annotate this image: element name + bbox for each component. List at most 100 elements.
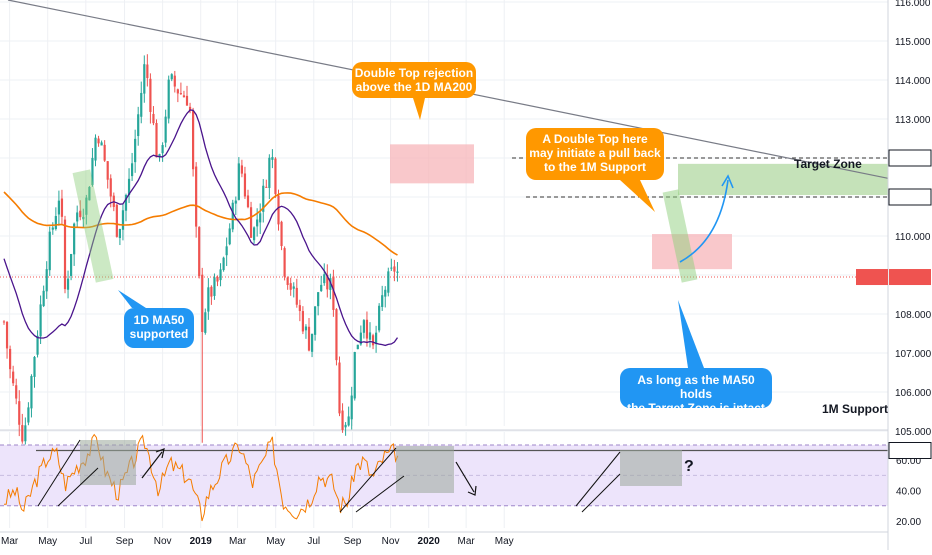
callout-ma50-supported: 1D MA50 supported — [124, 308, 194, 348]
rsi-channel-line — [581, 473, 621, 513]
candle-body — [63, 219, 67, 290]
candle-body — [164, 116, 167, 143]
rsi-tick-label: 60.00 — [896, 456, 921, 467]
price-tick-label: 116.000 — [895, 0, 931, 9]
candle-body — [326, 274, 329, 290]
candle-body — [39, 304, 42, 337]
grid — [0, 0, 888, 528]
target-arrow — [679, 179, 729, 263]
callout-line-2: above the 1D MA200 — [355, 80, 473, 94]
time-tick-label: Mar — [458, 536, 476, 547]
ma50-support-box-2 — [662, 189, 698, 283]
candle-body — [45, 269, 48, 292]
candle-body — [146, 64, 149, 79]
price-tick-label: 106.000 — [895, 388, 932, 399]
time-tick-label: Nov — [382, 536, 400, 547]
candle-body — [210, 286, 213, 297]
candle-body — [109, 178, 112, 197]
candle-body — [82, 216, 85, 220]
candle-body — [295, 287, 298, 305]
time-tick-label: May — [38, 536, 57, 547]
candle-body — [60, 198, 64, 217]
candle-body — [301, 311, 304, 332]
candle-body — [121, 210, 125, 230]
candle-body — [338, 362, 341, 414]
candle-body — [280, 221, 283, 247]
rsi-question-mark: ? — [684, 458, 694, 475]
candle-body — [243, 173, 247, 197]
candle-body — [375, 332, 378, 344]
candle-body — [371, 335, 375, 346]
time-tick-label: 2019 — [190, 536, 213, 547]
candle-body — [323, 274, 326, 284]
rsi-channel-line — [339, 447, 397, 513]
candle-body — [161, 145, 164, 154]
candle-body — [277, 195, 280, 225]
candle-body — [127, 178, 131, 196]
candle-body — [246, 195, 250, 208]
candle-body — [73, 223, 76, 255]
candle-body — [286, 277, 289, 285]
candle-body — [198, 227, 201, 277]
price-tick-label: 108.000 — [895, 310, 932, 321]
candle-body — [12, 371, 15, 384]
candle-body — [76, 212, 79, 222]
candle-body — [176, 89, 179, 94]
callout-line-1: A Double Top here — [542, 132, 648, 146]
candle-body — [231, 202, 234, 230]
time-tick-label: Mar — [1, 536, 19, 547]
candle-body — [79, 210, 82, 218]
rsi-arrow-down-head — [467, 485, 477, 496]
candle-body — [320, 284, 323, 291]
rsi-line — [4, 433, 399, 522]
candle-body — [192, 110, 195, 170]
candle-body — [268, 157, 271, 188]
candle-body — [341, 410, 344, 430]
candle-body — [228, 228, 231, 245]
candle-body — [94, 137, 97, 161]
candle-body — [66, 278, 70, 290]
candle-body — [9, 348, 12, 370]
candle-body — [390, 267, 393, 269]
time-tick-label: Sep — [116, 536, 134, 547]
candle-body — [310, 333, 314, 352]
candle-body — [204, 312, 207, 333]
candle-body — [274, 158, 277, 195]
candle-body — [21, 425, 24, 442]
candle-body — [356, 344, 359, 350]
candle-body — [30, 376, 33, 409]
candle-body — [314, 306, 317, 335]
candle-body — [347, 416, 350, 426]
price-tick-label: 115.000 — [895, 37, 931, 48]
candle-body — [179, 93, 182, 95]
candle-body — [42, 290, 45, 307]
callout-line-2: supported — [129, 327, 189, 341]
rsi-consolidation-box — [80, 440, 136, 485]
candle-body — [365, 319, 369, 339]
callout-ma50-holds: As long as the MA50 holds the Target Zon… — [620, 368, 772, 415]
candle-body — [317, 292, 320, 307]
candle-body — [307, 326, 311, 351]
candle-body — [222, 257, 225, 271]
callout-pointer-1 — [413, 98, 425, 120]
candle-body — [304, 326, 308, 331]
candle-body — [237, 163, 240, 200]
support-label: 1M Support — [822, 402, 888, 416]
rsi-channel-line — [575, 451, 621, 507]
candle-body — [262, 185, 265, 212]
rsi-consolidation-box — [620, 450, 682, 486]
candle-body — [15, 385, 18, 399]
candle-body — [292, 286, 295, 289]
candle-body — [24, 425, 27, 442]
candle-body — [396, 271, 399, 273]
candle-body — [57, 200, 60, 215]
candle-body — [381, 295, 384, 307]
candle-body — [201, 274, 204, 333]
target-arrowhead — [721, 174, 734, 189]
callout-pointer-2 — [620, 180, 655, 212]
candles — [2, 54, 399, 445]
candle-body — [271, 157, 274, 160]
candle-body — [143, 64, 146, 94]
candle-body — [240, 165, 243, 174]
